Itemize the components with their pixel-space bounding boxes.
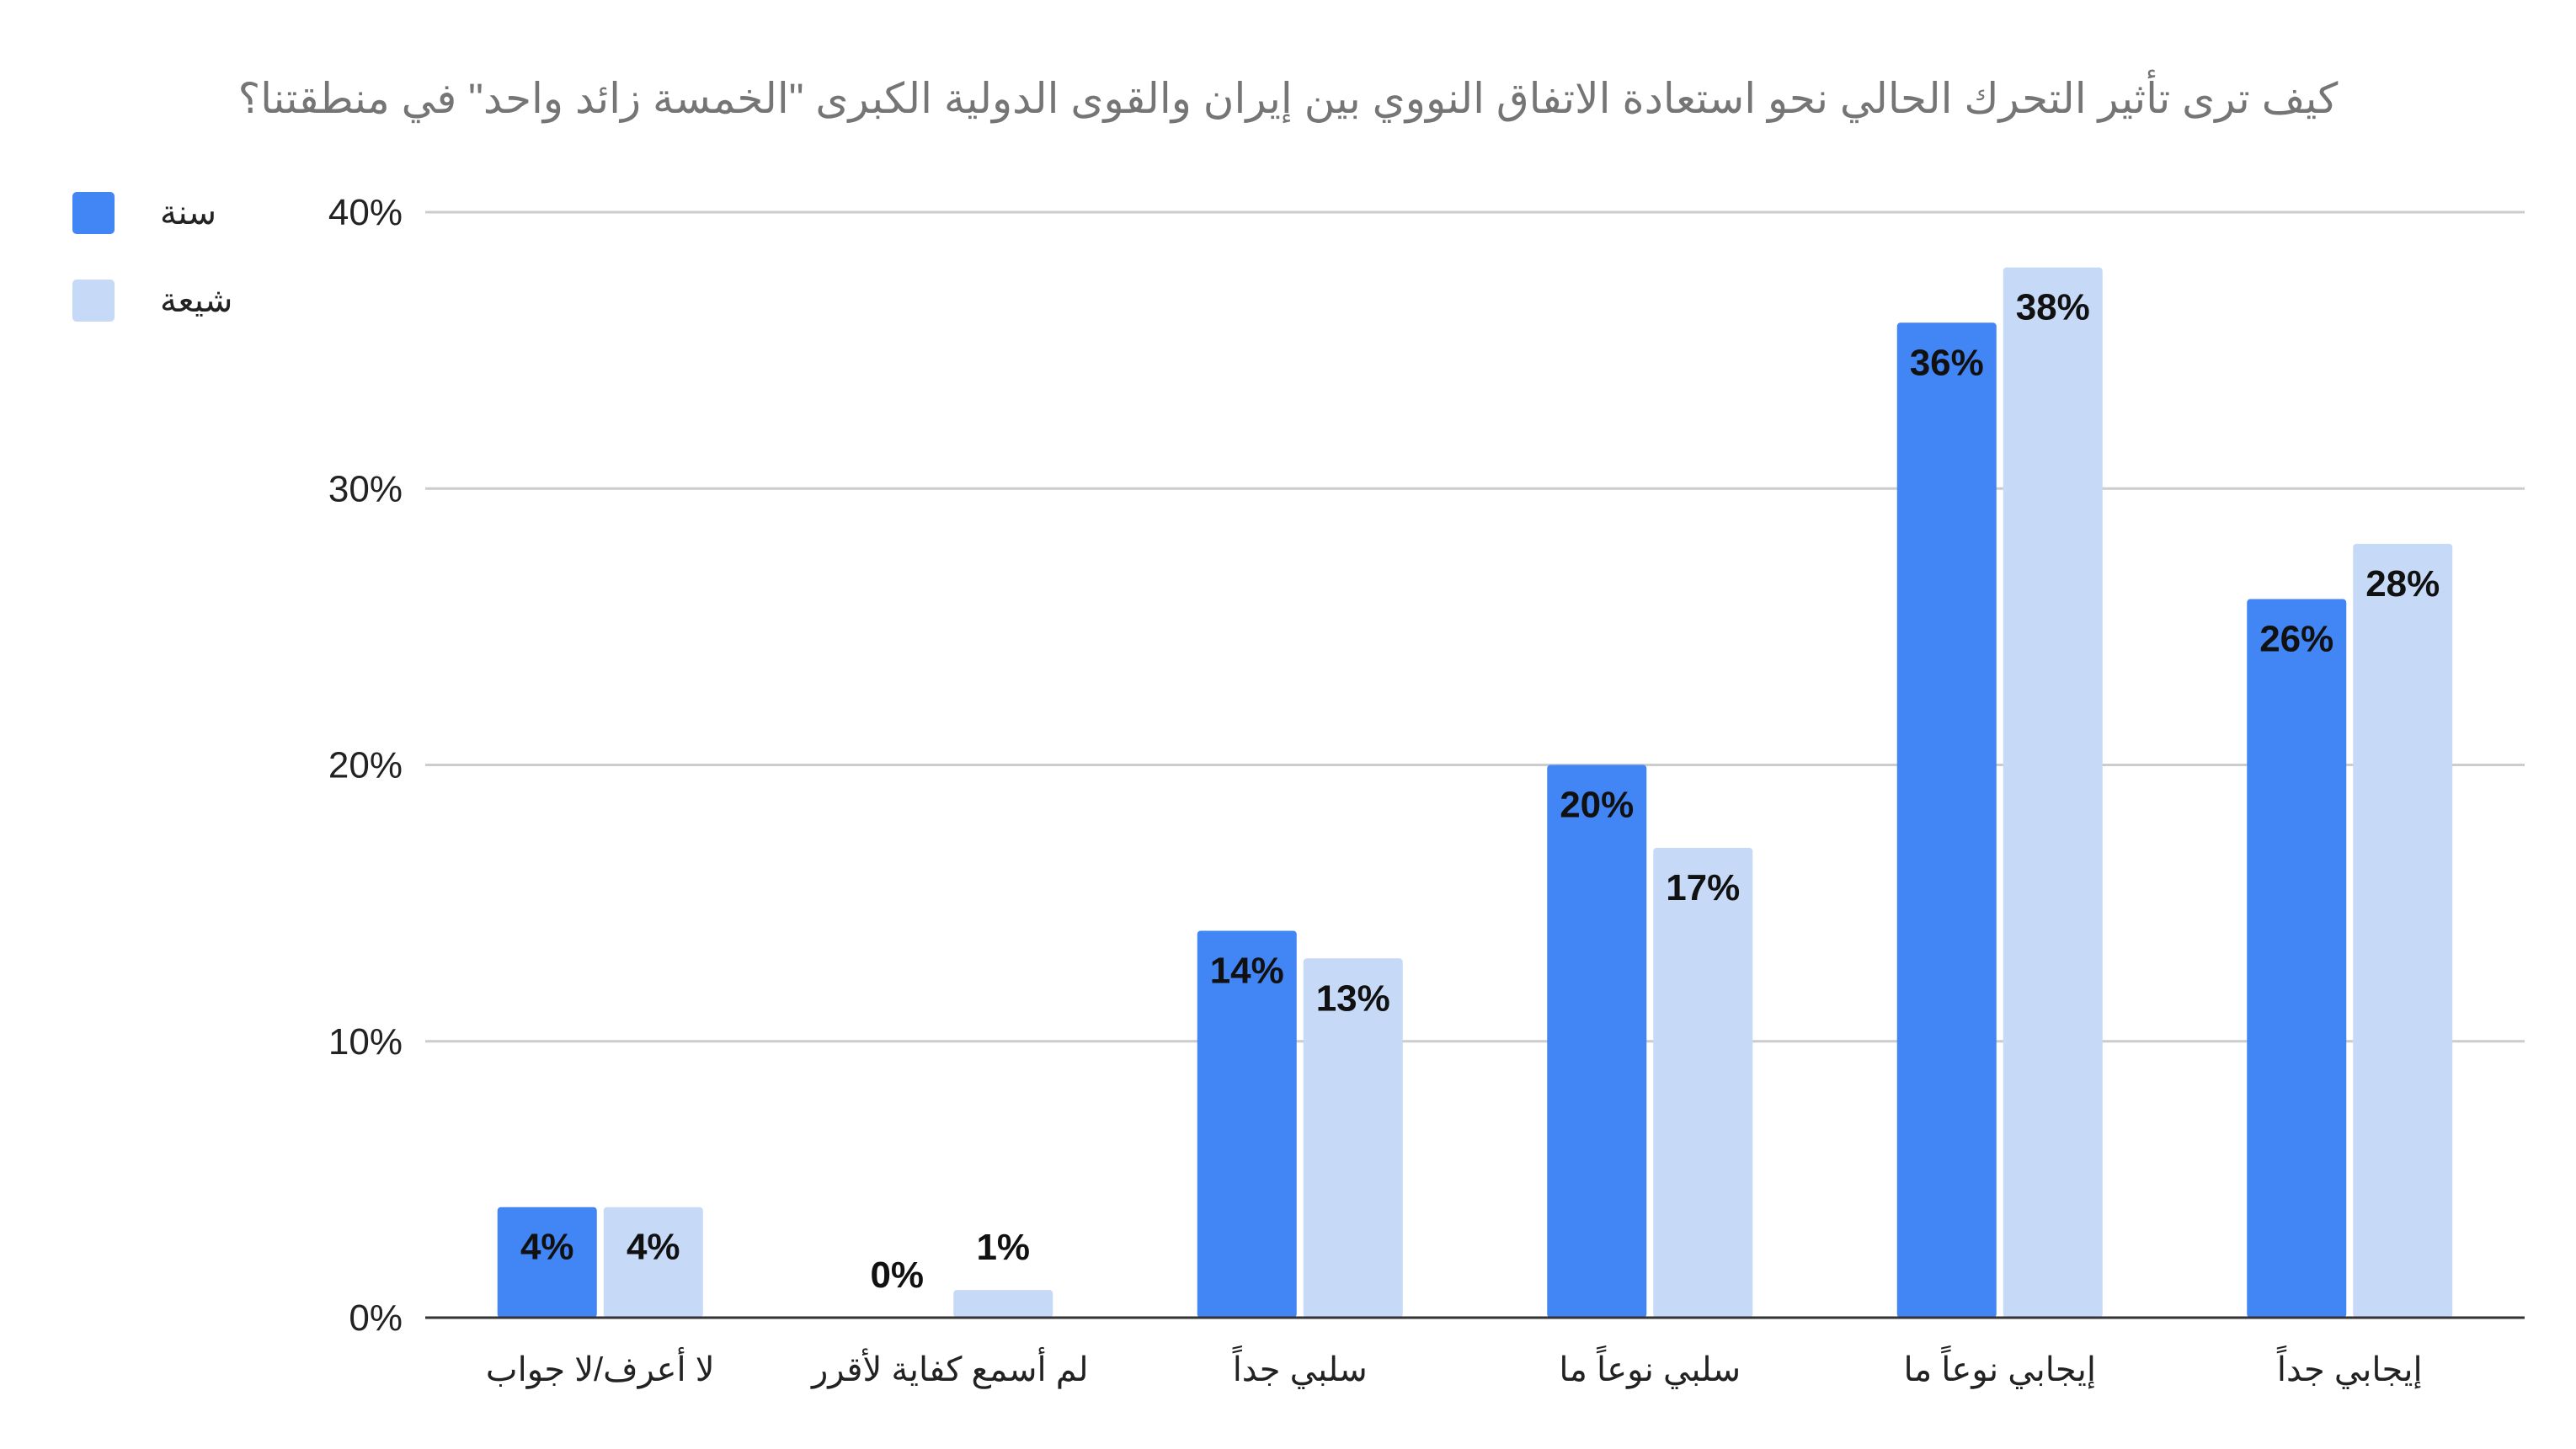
y-tick-label-4: 40% xyxy=(328,192,403,233)
bar-s2-c1 xyxy=(603,1207,703,1318)
x-tick-label-1: لا أعرف/لا جواب xyxy=(486,1346,715,1389)
x-tick-label-5: إيجابي نوعاً ما xyxy=(1904,1345,2096,1390)
data-label-s2-c4: 17% xyxy=(1666,867,1740,908)
data-label-s1-c3: 14% xyxy=(1210,950,1284,991)
bar-s1-c5 xyxy=(1896,322,1997,1318)
y-tick-label-0: 0% xyxy=(349,1297,403,1339)
x-tick-label-4: سلبي نوعاً ما xyxy=(1559,1345,1741,1389)
x-tick-label-3: سلبي جداً xyxy=(1232,1345,1368,1389)
data-label-s1-c2: 0% xyxy=(870,1255,924,1296)
legend-label-series-2: شيعة xyxy=(160,282,233,319)
legend-label-series-1: سنة xyxy=(160,194,217,232)
data-label-s1-c4: 20% xyxy=(1560,785,1634,826)
data-label-s1-c1: 4% xyxy=(520,1227,574,1268)
x-tick-label-6: إيجابي جداً xyxy=(2276,1345,2422,1390)
bar-s2-c4 xyxy=(1653,847,1753,1318)
data-label-s2-c3: 13% xyxy=(1316,978,1390,1019)
data-label-s2-c6: 28% xyxy=(2365,563,2440,605)
bar-s2-c6 xyxy=(2353,543,2453,1318)
legend-swatch-series-2 xyxy=(72,280,115,322)
bar-s1-c6 xyxy=(2247,599,2347,1318)
bar-s1-c3 xyxy=(1197,930,1297,1318)
bar-s2-c5 xyxy=(2003,267,2103,1318)
y-tick-label-1: 10% xyxy=(328,1021,403,1063)
legend-swatch-series-1 xyxy=(72,192,115,234)
bar-s2-c3 xyxy=(1303,958,1403,1318)
y-tick-label-3: 30% xyxy=(328,468,403,509)
data-label-s2-c5: 38% xyxy=(2016,287,2090,328)
y-tick-label-2: 20% xyxy=(328,745,403,786)
x-tick-label-2: لم أسمع كفاية لأقرر xyxy=(810,1346,1089,1389)
legend-item-series-1[interactable]: سنة xyxy=(72,189,241,239)
bar-s1-c4 xyxy=(1547,764,1647,1318)
bar-s1-c1 xyxy=(497,1207,597,1318)
data-label-s2-c2: 1% xyxy=(976,1227,1030,1268)
bar-s2-c2 xyxy=(953,1290,1053,1318)
data-label-s1-c6: 26% xyxy=(2259,619,2333,660)
legend-item-series-2[interactable]: شيعة xyxy=(72,276,241,327)
chart-title: كيف ترى تأثير التحرك الحالي نحو استعادة … xyxy=(237,75,2339,122)
data-label-s1-c5: 36% xyxy=(1910,342,1984,383)
data-label-s2-c1: 4% xyxy=(627,1227,680,1268)
